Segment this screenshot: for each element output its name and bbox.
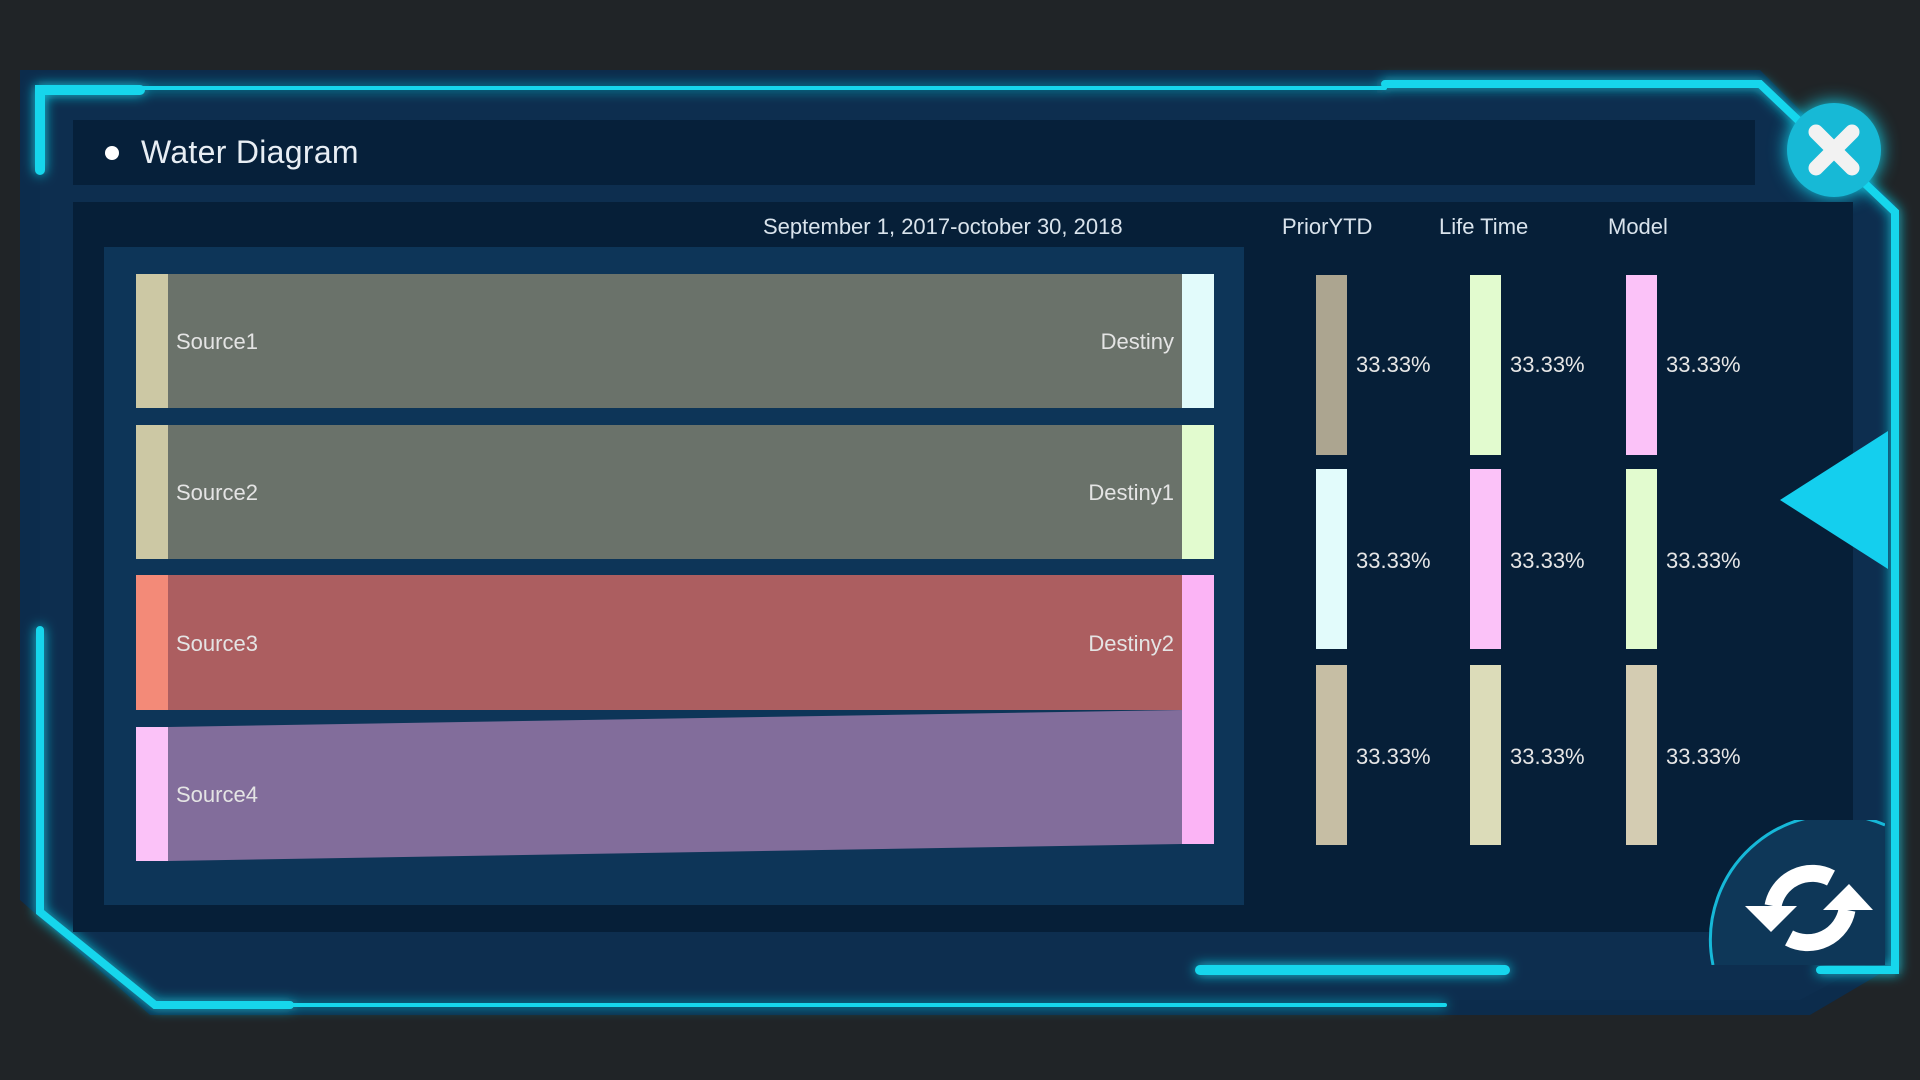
flow-source1-destiny[interactable] [168,274,1182,408]
source-label: Source1 [176,329,258,354]
node-destiny1[interactable] [1182,425,1214,559]
refresh-button[interactable] [1705,813,1886,966]
sankey-chart [136,274,1214,861]
destination-label: Destiny2 [1088,631,1174,656]
stat-value: 33.33% [1356,548,1431,573]
flow-source2-destiny1[interactable] [168,425,1182,559]
dialog-title: Water Diagram [141,134,359,170]
stat-value: 33.33% [1356,352,1431,377]
stat-bar [1626,275,1657,455]
stat-bar [1470,469,1501,649]
stat-value: 33.33% [1510,352,1585,377]
node-source1[interactable] [136,274,168,408]
column-header-model: Model [1608,214,1668,239]
source-label: Source2 [176,480,258,505]
source-label: Source3 [176,631,258,656]
node-source4[interactable] [136,727,168,861]
close-button[interactable] [1787,103,1881,197]
stat-bar [1316,469,1347,649]
node-source3[interactable] [136,575,168,710]
title-bar: Water Diagram [73,120,1755,185]
water-diagram: Source1 Source2 Source3 Source4 Destiny … [104,247,1244,905]
destination-label: Destiny [1100,329,1174,354]
node-destiny[interactable] [1182,274,1214,408]
bullet-icon [105,146,119,160]
column-header-prior-ytd: PriorYTD [1282,214,1373,239]
stat-value: 33.33% [1666,352,1741,377]
stat-bar [1316,665,1347,845]
stat-value: 33.33% [1666,548,1741,573]
stat-bar [1626,665,1657,845]
node-destiny2[interactable] [1182,575,1214,844]
flow-source3-destiny2[interactable] [168,575,1182,710]
stat-value: 33.33% [1510,744,1585,769]
stat-bar [1470,275,1501,455]
destination-label: Destiny1 [1088,480,1174,505]
stat-bar [1470,665,1501,845]
close-icon [1808,124,1860,176]
node-source2[interactable] [136,425,168,559]
stat-bar [1316,275,1347,455]
source-label: Source4 [176,782,258,807]
flow-source4-destiny2[interactable] [168,710,1182,861]
date-range: September 1, 2017-october 30, 2018 [763,214,1123,239]
stat-value: 33.33% [1510,548,1585,573]
stat-value: 33.33% [1666,744,1741,769]
triangle-left-icon [1780,431,1888,569]
stat-bar [1626,469,1657,649]
back-button[interactable] [1773,430,1888,570]
stat-value: 33.33% [1356,744,1431,769]
column-header-life-time: Life Time [1439,214,1529,239]
refresh-icon [1708,813,1886,966]
